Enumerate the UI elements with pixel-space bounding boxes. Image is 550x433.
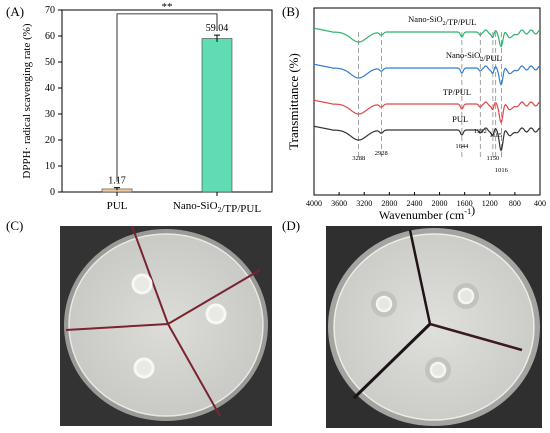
peak-label-1644: 1644 <box>455 143 469 150</box>
x-tick-label: 800 <box>509 199 521 208</box>
y-tick-label: 20 <box>45 135 55 146</box>
x-axis-label: Wavenumber (cm-1) <box>379 203 475 220</box>
x-tick-label: 3600 <box>331 199 347 208</box>
series-line-0 <box>313 27 541 48</box>
y-tick-label: 30 <box>45 109 55 120</box>
x-tick-label: 2400 <box>406 199 422 208</box>
series-line-3 <box>313 125 541 152</box>
peak-label-1352: 1352 <box>474 128 487 135</box>
petri-dish-photo-d <box>326 226 542 428</box>
x-tick-label: 1600 <box>457 199 473 208</box>
x-tick-label: 400 <box>534 199 546 208</box>
y-tick-label: 0 <box>50 187 55 198</box>
bar-1 <box>201 38 233 193</box>
x-tick-label-0: PUL <box>107 200 128 212</box>
series-label-1: Nano-SiO2/PUL <box>446 50 502 63</box>
y-tick-label: 70 <box>45 5 55 16</box>
panel-label-b: (B) <box>282 4 300 19</box>
peak-label-1105: 1105 <box>489 132 502 139</box>
plot-frame <box>61 9 273 193</box>
x-tick-label: 4000 <box>306 199 322 208</box>
y-tick-label: 60 <box>45 31 55 42</box>
significance-bracket <box>116 13 218 182</box>
plot-frame <box>313 7 541 196</box>
x-tick-label-1: Nano-SiO2/TP/PUL <box>173 200 261 215</box>
panel-label-c: (C) <box>6 218 24 233</box>
panel-label-d: (D) <box>282 218 301 233</box>
y-tick-label: 40 <box>45 83 55 94</box>
peak-label-3288: 3288 <box>352 155 365 162</box>
peak-label-1150: 1150 <box>487 155 500 162</box>
series-label-2: TP/PUL <box>443 87 471 97</box>
scavenging-bar-chart: 0 10 20 30 40 50 60 70 DPPH· radical scavenging … <box>21 1 273 215</box>
series-line-2 <box>313 99 541 124</box>
y-axis-label: DPPH· radical scavenging rate (%) <box>21 23 33 179</box>
x-tick-label: 1200 <box>482 199 498 208</box>
series-label-0: Nano-SiO2/TP/PUL <box>408 14 476 27</box>
peak-label-2928: 2928 <box>375 150 388 157</box>
x-tick-label: 2000 <box>432 199 448 208</box>
petri-dish-photo-c <box>60 226 272 426</box>
ftir-spectra-chart: 4000 3600 3200 2800 2400 2000 1600 1200 800 400 Wa… <box>286 7 546 220</box>
significance-label: ** <box>162 1 173 13</box>
panel-label-a: (A) <box>6 4 25 19</box>
y-tick-label: 10 <box>45 161 55 172</box>
series-line-1 <box>313 63 541 86</box>
y-axis-label: Transmittance (%) <box>286 53 301 150</box>
peak-label-1016: 1016 <box>495 167 509 174</box>
x-tick-label: 2800 <box>381 199 397 208</box>
series-label-3: PUL <box>452 114 468 124</box>
y-tick-label: 50 <box>45 57 55 68</box>
x-tick-label: 3200 <box>356 199 372 208</box>
